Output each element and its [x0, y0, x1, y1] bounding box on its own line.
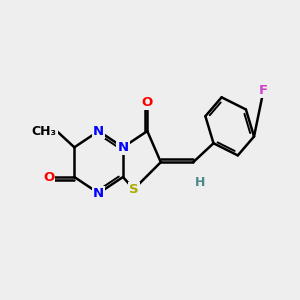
Text: CH₃: CH₃: [32, 124, 57, 138]
Text: S: S: [129, 183, 139, 196]
Text: N: N: [117, 141, 128, 154]
Text: O: O: [142, 96, 153, 109]
Text: F: F: [259, 84, 268, 97]
Text: O: O: [43, 170, 54, 184]
Text: N: N: [93, 124, 104, 138]
Text: N: N: [93, 187, 104, 200]
Text: H: H: [195, 176, 205, 189]
